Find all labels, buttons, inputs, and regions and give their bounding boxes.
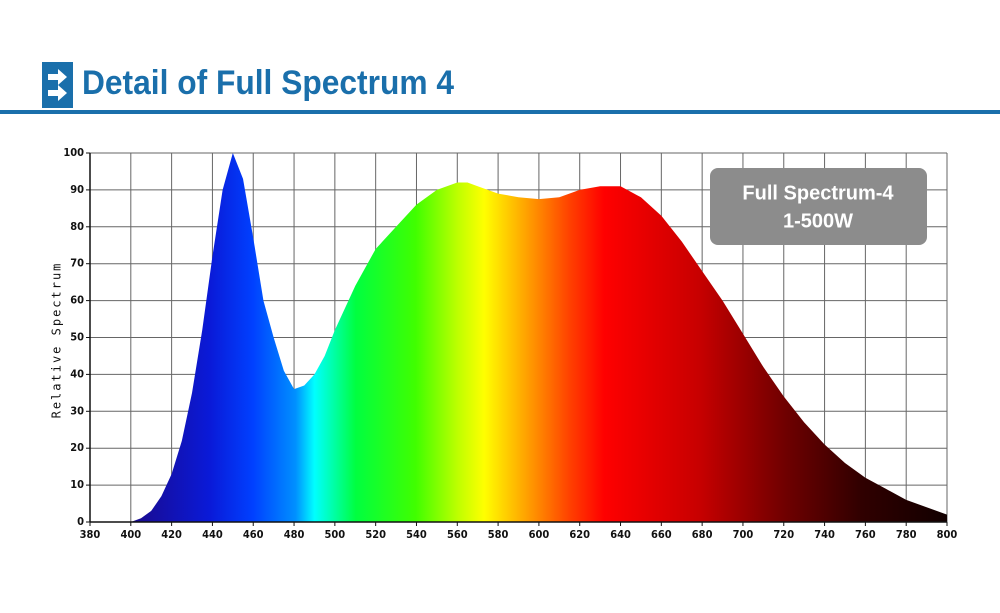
x-tick-label: 680 [692,528,713,541]
page-title: Detail of Full Spectrum 4 [82,64,454,102]
x-tick-label: 760 [855,528,876,541]
x-tick-label: 700 [733,528,754,541]
annotation-line: Full Spectrum-4 [742,182,894,204]
x-tick-label: 800 [937,528,958,541]
x-tick-label: 440 [202,528,223,541]
x-tick-label: 640 [610,528,631,541]
plot: 0 10 20 30 40 50 60 70 80 90 100 380 400 420 440 460 480… [63,146,957,541]
y-tick-label: 20 [70,441,84,454]
x-tick-label: 600 [529,528,550,541]
x-tick-label: 740 [814,528,835,541]
y-tick-label: 10 [70,478,84,491]
y-axis-label: Relative Spectrum [50,262,64,419]
y-tick-label: 70 [70,257,84,270]
y-tick-label: 30 [70,404,84,417]
annotation-line: 1-500W [783,210,853,232]
y-tick-label: 50 [70,331,84,344]
header-icon [42,62,73,108]
x-tick-label: 420 [161,528,182,541]
x-tick-label: 460 [243,528,264,541]
header-rule [0,110,1000,114]
y-tick-label: 40 [70,367,84,380]
x-tick-label: 520 [365,528,386,541]
x-tick-label: 560 [447,528,468,541]
y-tick-label: 60 [70,294,84,307]
x-tick-label: 480 [284,528,305,541]
y-tick-label: 100 [63,146,84,159]
x-tick-label: 500 [325,528,346,541]
y-tick-label: 90 [70,183,84,196]
x-tick-label: 380 [80,528,101,541]
x-tick-label: 580 [488,528,509,541]
y-tick-label: 0 [77,515,84,528]
y-tick-label: 80 [70,220,84,233]
x-tick-label: 540 [406,528,427,541]
x-tick-label: 400 [120,528,141,541]
annotation-box [710,168,927,245]
x-tick-label: 780 [896,528,917,541]
spectrum-area [130,153,948,522]
x-tick-label: 660 [651,528,672,541]
x-tick-label: 620 [569,528,590,541]
x-tick-label: 720 [773,528,794,541]
